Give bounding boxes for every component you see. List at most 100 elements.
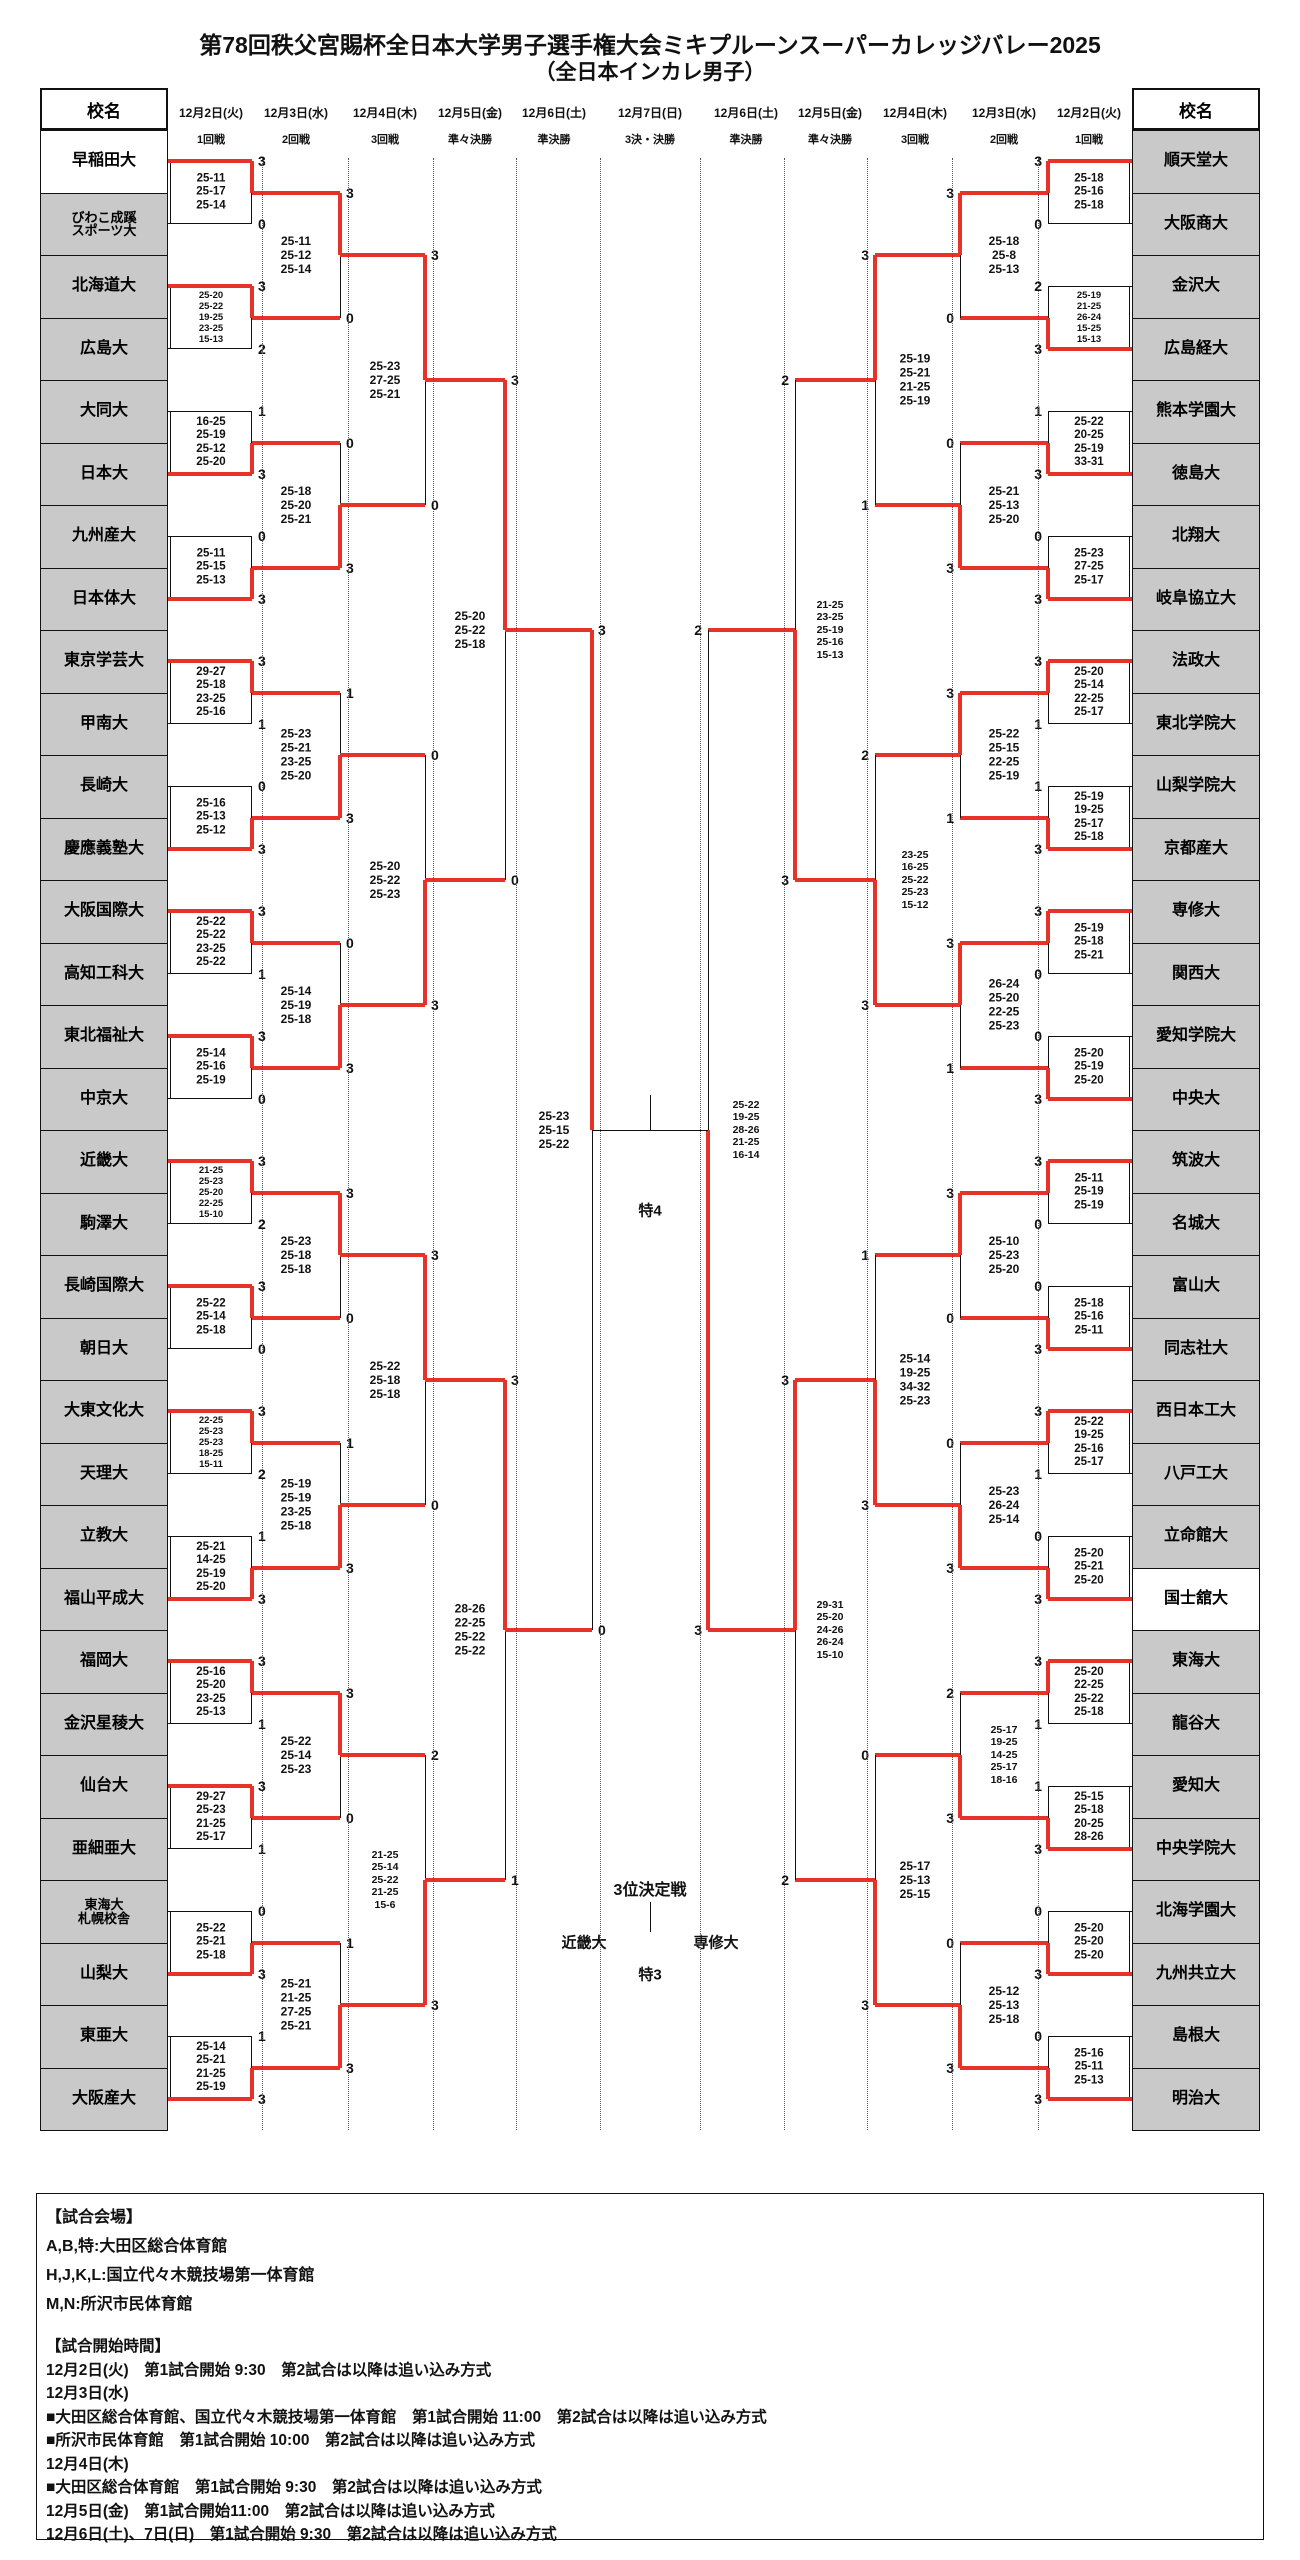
winner-path <box>252 565 340 570</box>
sets-won: 1 <box>861 497 869 513</box>
sets-won: 3 <box>1034 840 1042 857</box>
sets-won: 0 <box>346 1809 354 1826</box>
footer-time-line: 12月4日(木) <box>46 2455 129 2473</box>
sets-won: 0 <box>946 1434 954 1451</box>
winner-path <box>960 690 1048 695</box>
winner-path <box>960 1440 1048 1445</box>
winner-path <box>1048 159 1132 164</box>
team-row: 大同大 <box>40 380 168 444</box>
sets-won: 3 <box>861 247 869 263</box>
sets-won: 0 <box>346 1309 354 1326</box>
winner-path <box>1046 1817 1050 1849</box>
winner-path <box>795 1378 875 1382</box>
team-row: 大東文化大 <box>40 1380 168 1444</box>
winner-path <box>252 440 340 445</box>
sets-won: 0 <box>346 309 354 326</box>
score-stack: 25-22 20-25 25-19 33-31 <box>1072 415 1106 470</box>
winner-path <box>338 1005 342 1068</box>
sets-won: 1 <box>861 1247 869 1263</box>
bracket-line <box>959 255 961 318</box>
winner-path <box>423 880 427 1005</box>
winner-path <box>1048 2096 1132 2101</box>
team-row: 福岡大 <box>40 1630 168 1694</box>
score-stack: 25-11 25-12 25-14 <box>278 233 314 277</box>
sets-won: 3 <box>1034 340 1042 357</box>
score-stack: 25-15 25-18 20-25 28-26 <box>1072 1790 1106 1845</box>
bracket-line <box>794 380 796 630</box>
sets-won: 3 <box>258 1028 266 1045</box>
sets-won: 0 <box>1034 1903 1042 1920</box>
team-row: 大阪商大 <box>1132 192 1260 256</box>
team-row: 日本体大 <box>40 567 168 631</box>
sets-won: 1 <box>346 684 354 701</box>
team-row: 東亜大 <box>40 2005 168 2069</box>
sets-won: 1 <box>258 1528 266 1545</box>
winner-path <box>252 1940 340 1945</box>
team-row: 山梨大 <box>40 1942 168 2006</box>
footer-time-line: ■所沢市民体育館 第1試合開始 10:00 第2試合は以降は追い込み方式 <box>46 2432 536 2449</box>
score-stack: 25-10 25-23 25-20 <box>986 1233 1022 1277</box>
team-row: 岐阜協立大 <box>1132 567 1260 631</box>
winner-path <box>795 1878 875 1882</box>
score-stack: 29-31 25-20 24-26 26-24 15-10 <box>814 1599 846 1661</box>
sets-won: 2 <box>861 747 869 763</box>
winner-path <box>168 846 252 851</box>
bracket-line <box>1048 1285 1132 1287</box>
winner-path <box>340 1003 425 1007</box>
bracket-line <box>424 380 426 505</box>
winner-path <box>875 1753 960 1757</box>
winner-path <box>168 1159 252 1164</box>
sets-won: 1 <box>1034 1715 1042 1732</box>
team-row: 島根大 <box>1132 2005 1260 2069</box>
winner-path <box>168 909 252 914</box>
team-row: 愛知大 <box>1132 1755 1260 1819</box>
bracket-line <box>424 1755 426 1880</box>
bracket-line <box>168 1535 252 1537</box>
winner-path <box>706 1130 710 1630</box>
sets-won: 1 <box>1034 778 1042 795</box>
team-row: 国士舘大 <box>1132 1567 1260 1631</box>
score-stack: 29-27 25-18 23-25 25-16 <box>194 665 228 720</box>
score-stack: 23-25 16-25 25-22 25-23 15-12 <box>899 849 931 911</box>
score-stack: 25-21 14-25 25-19 25-20 <box>194 1540 228 1595</box>
score-stack: 21-25 25-14 25-22 21-25 15-6 <box>369 1849 401 1911</box>
column-separator <box>700 158 701 2130</box>
bracket-line <box>1048 285 1132 287</box>
bracket-line <box>168 1223 252 1225</box>
winner-path <box>250 1411 254 1443</box>
winner-path <box>423 255 427 380</box>
bracket-line <box>591 1130 593 1630</box>
bracket-line <box>168 1910 252 1912</box>
bracket-line <box>168 723 252 725</box>
sets-won: 3 <box>1034 1153 1042 1170</box>
column-separator <box>1038 158 1039 2130</box>
round-date: 12月7日(日) <box>617 106 683 120</box>
score-stack: 25-14 19-25 34-32 25-23 <box>897 1351 933 1409</box>
score-stack: 25-21 25-13 25-20 <box>986 483 1022 527</box>
sets-won: 3 <box>598 622 606 638</box>
winner-path <box>875 1503 960 1507</box>
bracket-line <box>168 785 252 787</box>
winner-path <box>250 661 254 693</box>
bracket-line <box>504 630 506 880</box>
sets-won: 3 <box>258 153 266 170</box>
bracket-line <box>1048 1473 1132 1475</box>
score-stack: 25-19 19-25 25-17 25-18 <box>1072 790 1106 845</box>
bracket-line <box>339 442 341 505</box>
winner-path <box>252 1690 340 1695</box>
sets-won: 1 <box>1034 1778 1042 1795</box>
sets-won: 3 <box>946 934 954 951</box>
winner-path <box>252 1565 340 1570</box>
sets-won: 2 <box>1034 278 1042 295</box>
bracket-line <box>339 1255 341 1318</box>
sets-won: 3 <box>1034 1653 1042 1670</box>
team-row: 仙台大 <box>40 1755 168 1819</box>
sets-won: 3 <box>1034 1403 1042 1420</box>
round-label: 1回戦 <box>196 134 226 146</box>
column-separator <box>262 158 263 2130</box>
score-stack: 25-23 27-25 25-17 <box>1072 547 1106 588</box>
sets-won: 2 <box>258 1215 266 1232</box>
score-stack: 25-22 25-14 25-23 <box>278 1733 314 1777</box>
winner-path <box>340 503 425 507</box>
sets-won: 3 <box>346 559 354 576</box>
